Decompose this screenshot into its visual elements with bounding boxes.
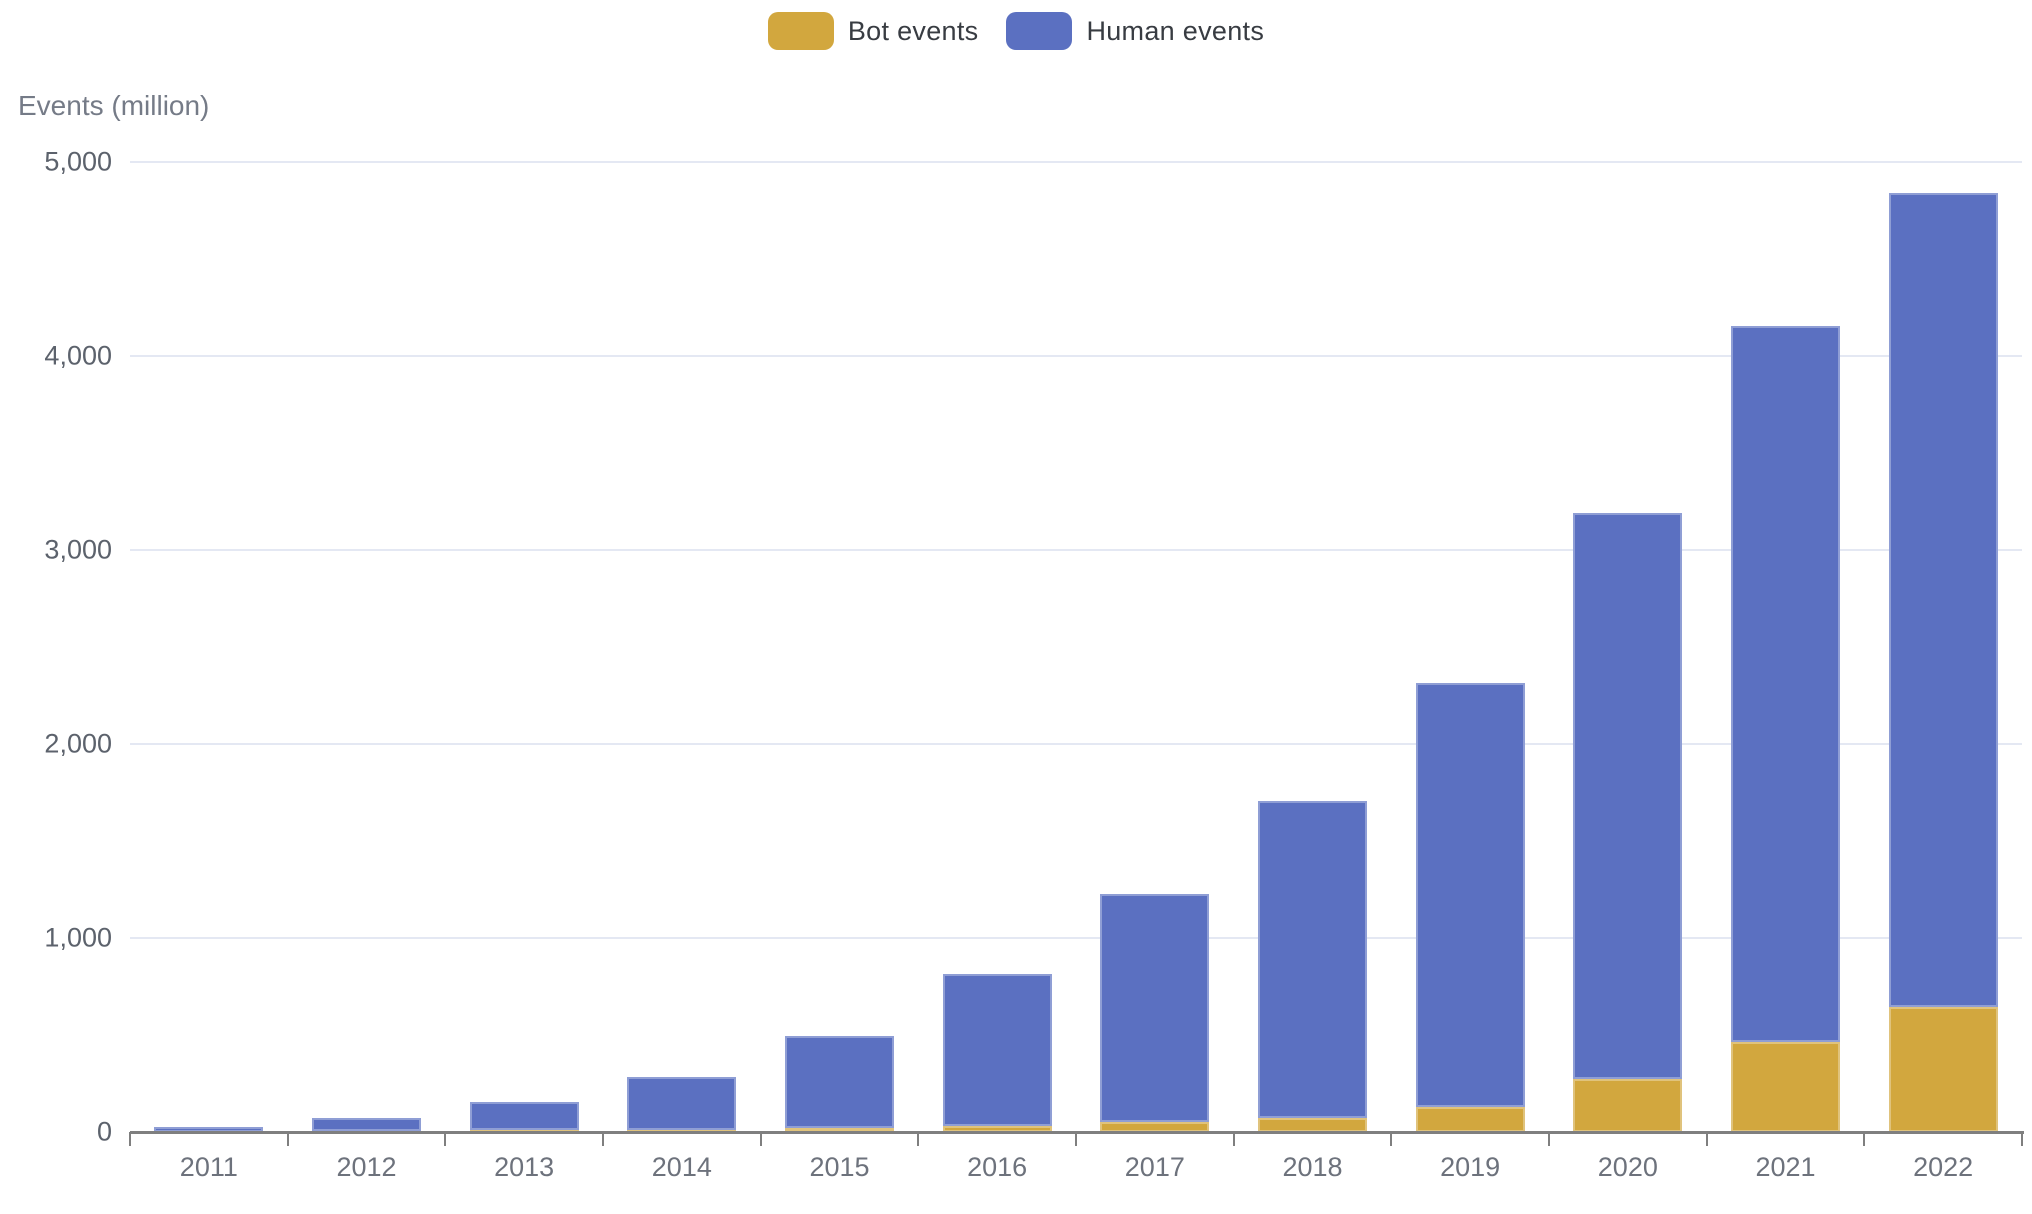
bar-2019-human[interactable] — [1415, 682, 1525, 1107]
bar-2020-human[interactable] — [1573, 512, 1683, 1080]
legend-item-bot-events[interactable]: Bot events — [767, 12, 979, 50]
legend-label-human-events: Human events — [1086, 15, 1265, 46]
x-axis-tick — [286, 1132, 289, 1146]
bar-2013-human[interactable] — [469, 1102, 579, 1131]
x-axis-tick — [444, 1132, 447, 1146]
x-axis-tick — [1390, 1132, 1393, 1146]
bar-2012-human[interactable] — [312, 1117, 421, 1132]
gridline-4000 — [130, 355, 2022, 357]
legend-label-bot-events: Bot events — [847, 15, 979, 46]
bar-2020-bot[interactable] — [1573, 1079, 1683, 1132]
y-axis-tick-label: 0 — [96, 1116, 112, 1147]
gridline-5000 — [130, 161, 2022, 163]
x-axis-tick — [917, 1132, 920, 1146]
bar-2011-human[interactable] — [154, 1126, 264, 1132]
gridline-2000 — [130, 743, 2022, 745]
bar-2014-bot[interactable] — [627, 1129, 737, 1132]
x-axis-label-2016: 2016 — [967, 1152, 1028, 1182]
bar-2022-bot[interactable] — [1888, 1007, 1998, 1132]
x-axis-tick — [602, 1132, 604, 1146]
bar-2015-bot[interactable] — [785, 1127, 894, 1132]
x-axis-tick — [129, 1132, 131, 1146]
x-axis-label-2022: 2022 — [1913, 1152, 1974, 1182]
y-axis-tick-label: 1,000 — [44, 922, 112, 953]
bar-2018-bot[interactable] — [1258, 1117, 1367, 1132]
x-axis-tick — [1232, 1132, 1235, 1146]
gridline-3000 — [130, 549, 2022, 551]
x-axis-label-2014: 2014 — [651, 1152, 712, 1182]
x-axis-label-2011: 2011 — [179, 1152, 238, 1182]
y-axis-tick-label: 5,000 — [44, 146, 112, 177]
x-axis-label-2013: 2013 — [494, 1152, 555, 1182]
bar-2015-human[interactable] — [785, 1036, 894, 1128]
x-axis-tick — [1548, 1132, 1550, 1146]
y-axis-title: Events (million) — [18, 90, 210, 121]
y-axis-tick-label: 4,000 — [44, 340, 112, 371]
bar-2016-human[interactable] — [942, 973, 1052, 1127]
bar-2021-human[interactable] — [1731, 326, 1840, 1042]
bar-2014-human[interactable] — [627, 1076, 737, 1130]
bar-2017-human[interactable] — [1100, 894, 1210, 1122]
bar-2022-human[interactable] — [1888, 193, 1998, 1008]
x-axis-label-2019: 2019 — [1440, 1152, 1501, 1182]
x-axis-tick — [2021, 1132, 2023, 1146]
y-axis-tick-label: 2,000 — [44, 728, 112, 759]
x-axis-label-2020: 2020 — [1597, 1152, 1658, 1182]
x-axis-label-2012: 2012 — [336, 1152, 397, 1182]
bar-2019-bot[interactable] — [1415, 1106, 1525, 1132]
gridline-1000 — [130, 937, 2022, 939]
bar-2018-human[interactable] — [1258, 800, 1367, 1118]
x-axis-line — [130, 1131, 2024, 1134]
x-axis-tick — [1863, 1132, 1866, 1146]
legend-item-human-events[interactable]: Human events — [1006, 12, 1264, 50]
x-axis-label-2015: 2015 — [809, 1152, 870, 1182]
x-axis-label-2018: 2018 — [1282, 1152, 1343, 1182]
bar-2021-bot[interactable] — [1731, 1041, 1840, 1132]
legend-swatch-bot-events — [767, 12, 834, 50]
x-axis-tick — [759, 1132, 762, 1146]
bar-2016-bot[interactable] — [942, 1126, 1052, 1132]
x-axis-tick — [1705, 1132, 1708, 1146]
y-axis-tick-label: 3,000 — [44, 534, 112, 565]
x-axis-label-2021: 2021 — [1755, 1152, 1816, 1182]
x-axis-label-2017: 2017 — [1124, 1152, 1185, 1182]
x-axis-tick — [1075, 1132, 1077, 1146]
legend: Bot events Human events — [0, 12, 2032, 50]
legend-swatch-human-events — [1006, 12, 1073, 50]
bar-2017-bot[interactable] — [1100, 1121, 1210, 1132]
